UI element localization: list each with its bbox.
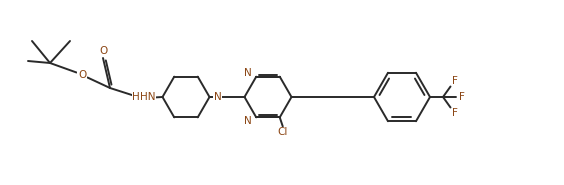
- Text: F: F: [452, 76, 458, 86]
- Text: HN: HN: [140, 92, 156, 102]
- Text: F: F: [452, 108, 458, 118]
- Text: N: N: [245, 116, 252, 126]
- Text: O: O: [99, 46, 107, 56]
- Text: O: O: [78, 70, 86, 80]
- Text: F: F: [459, 92, 465, 102]
- Text: N: N: [245, 68, 252, 78]
- Text: HN: HN: [132, 92, 148, 102]
- Text: Cl: Cl: [277, 127, 288, 137]
- Text: N: N: [214, 92, 222, 102]
